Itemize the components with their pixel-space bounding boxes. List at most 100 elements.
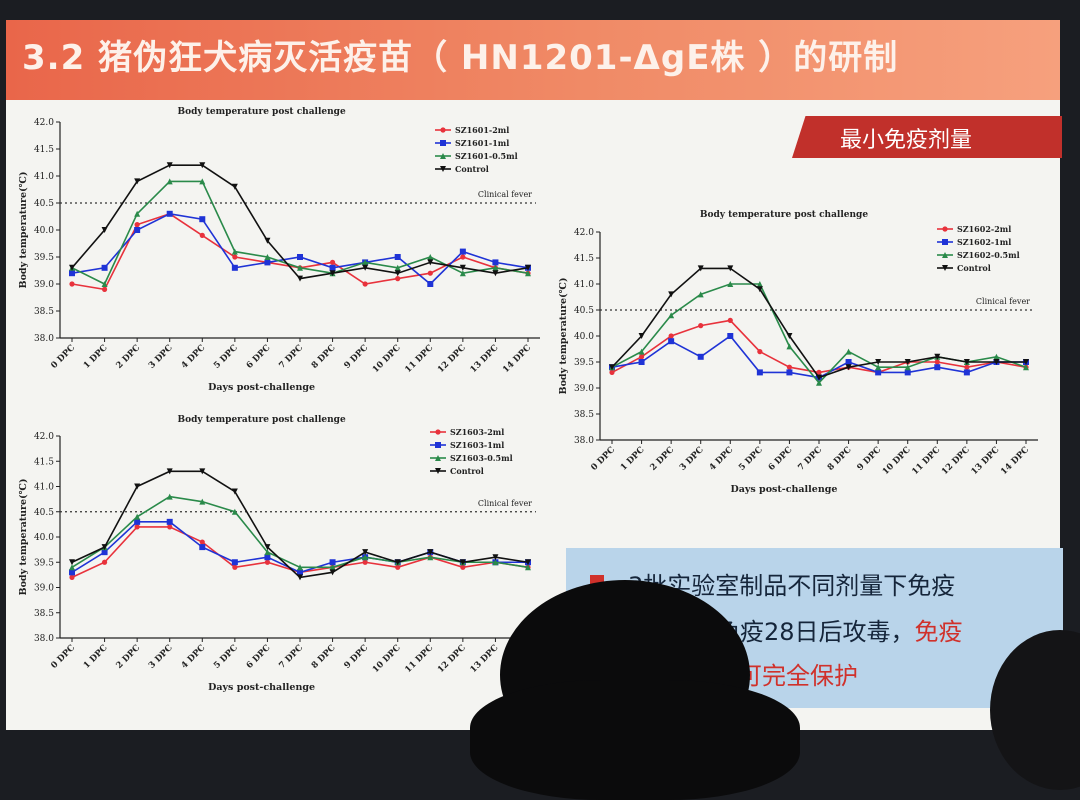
section-tag-label: 最小免疫剂量 bbox=[840, 128, 973, 153]
data-point-green bbox=[231, 248, 238, 255]
clinical-fever-label: Clinical fever bbox=[478, 190, 532, 199]
x-tick-label: 2 DPC bbox=[114, 343, 142, 371]
x-tick-label: 3 DPC bbox=[678, 445, 706, 473]
data-point-green bbox=[69, 564, 75, 571]
conclusion-line-2b: 免疫 bbox=[914, 618, 963, 646]
data-point-black bbox=[427, 549, 434, 556]
data-point-black bbox=[845, 364, 852, 371]
data-point-blue bbox=[69, 270, 75, 277]
y-axis-label: Body temperature(℃) bbox=[18, 172, 29, 289]
slide: 3.2 猪伪狂犬病灭活疫苗（ HN1201-ΔgE株 ）的研制 最小免疫剂量 B… bbox=[6, 20, 1080, 800]
data-point-black bbox=[166, 162, 173, 169]
data-point-black bbox=[69, 264, 75, 271]
x-tick-label: 11 DPC bbox=[403, 643, 435, 675]
data-point-blue bbox=[101, 264, 108, 271]
data-point-black bbox=[816, 374, 822, 381]
x-tick-label: 13 DPC bbox=[468, 643, 500, 675]
data-point-black bbox=[329, 569, 336, 576]
data-point-black bbox=[727, 265, 734, 272]
legend-marker bbox=[942, 252, 948, 258]
y-tick-label: 41.0 bbox=[34, 172, 54, 182]
data-point-green bbox=[329, 564, 336, 571]
data-point-black bbox=[609, 364, 615, 371]
data-point-green bbox=[727, 281, 734, 287]
data-point-blue bbox=[963, 369, 970, 376]
chart-title: Body temperature post challenge bbox=[177, 107, 345, 117]
data-point-blue bbox=[264, 554, 271, 561]
data-point-green bbox=[1023, 364, 1029, 371]
data-point-black bbox=[264, 544, 271, 551]
data-point-red bbox=[964, 364, 970, 370]
data-point-green bbox=[264, 549, 271, 556]
data-point-red bbox=[786, 364, 793, 370]
y-tick-label: 38.0 bbox=[34, 334, 54, 344]
legend-marker bbox=[942, 226, 948, 232]
legend-label: Control bbox=[450, 466, 484, 476]
y-tick-label: 38.5 bbox=[34, 307, 54, 317]
data-point-blue bbox=[459, 248, 466, 255]
y-tick-label: 42.0 bbox=[34, 118, 54, 128]
data-point-red bbox=[460, 254, 466, 260]
x-tick-label: 10 DPC bbox=[881, 445, 913, 477]
clinical-fever-label: Clinical fever bbox=[478, 499, 532, 508]
legend-marker bbox=[440, 140, 446, 146]
data-point-blue bbox=[427, 281, 434, 287]
data-point-red bbox=[934, 359, 940, 365]
data-point-green bbox=[231, 508, 238, 515]
data-point-red bbox=[668, 333, 674, 339]
x-tick-label: 9 DPC bbox=[342, 643, 370, 671]
legend-marker bbox=[435, 442, 441, 448]
data-point-black bbox=[69, 559, 75, 566]
x-tick-label: 3 DPC bbox=[147, 343, 175, 371]
data-point-green bbox=[668, 312, 675, 319]
chart-title: Body temperature post challenge bbox=[177, 415, 345, 425]
x-tick-label: 14 DPC bbox=[501, 343, 533, 375]
data-point-black bbox=[134, 483, 141, 490]
y-tick-label: 41.5 bbox=[34, 145, 54, 155]
data-point-green bbox=[362, 259, 369, 266]
audience-shoulders-silhouette bbox=[470, 680, 800, 800]
data-point-blue bbox=[492, 259, 499, 266]
x-tick-label: 4 DPC bbox=[708, 445, 736, 473]
x-tick-label: 1 DPC bbox=[82, 643, 110, 671]
data-point-red bbox=[395, 564, 401, 570]
data-point-blue bbox=[264, 259, 271, 266]
x-tick-label: 12 DPC bbox=[436, 643, 468, 675]
x-tick-label: 5 DPC bbox=[212, 643, 240, 671]
data-point-green bbox=[697, 291, 704, 298]
legend-label: SZ1603-2ml bbox=[450, 427, 504, 437]
y-tick-label: 41.0 bbox=[574, 280, 594, 290]
data-point-red bbox=[134, 222, 140, 228]
series-line-red bbox=[611, 319, 1027, 374]
x-axis-label: Days post-challenge bbox=[208, 682, 315, 693]
data-point-black bbox=[875, 359, 882, 365]
data-point-black bbox=[1023, 359, 1029, 365]
data-point-red bbox=[167, 524, 173, 530]
data-point-green bbox=[166, 493, 173, 500]
data-point-blue bbox=[786, 369, 793, 376]
data-point-green bbox=[199, 498, 206, 505]
data-point-red bbox=[264, 559, 271, 565]
data-point-black bbox=[993, 359, 1000, 365]
x-tick-label: 6 DPC bbox=[245, 343, 273, 371]
data-point-green bbox=[638, 348, 645, 355]
data-point-red bbox=[460, 564, 466, 570]
title-banner bbox=[6, 20, 1060, 100]
legend-label: SZ1601-2ml bbox=[455, 125, 509, 135]
y-tick-label: 41.0 bbox=[34, 483, 54, 493]
data-point-black bbox=[134, 178, 141, 185]
data-point-black bbox=[231, 183, 238, 190]
data-point-black bbox=[199, 468, 206, 475]
data-point-green bbox=[362, 554, 369, 561]
data-point-red bbox=[232, 254, 238, 260]
data-point-red bbox=[638, 354, 645, 360]
x-tick-label: 10 DPC bbox=[371, 643, 403, 675]
data-point-red bbox=[727, 317, 733, 323]
y-tick-label: 38.0 bbox=[34, 634, 54, 644]
x-tick-label: 8 DPC bbox=[826, 445, 854, 473]
data-point-red bbox=[427, 270, 433, 276]
x-tick-label: 10 DPC bbox=[371, 343, 403, 375]
data-point-black bbox=[459, 559, 466, 566]
x-tick-label: 4 DPC bbox=[180, 343, 208, 371]
chart-sz1602: Body temperature post challenge 38.0 38.5 3… bbox=[558, 210, 1038, 495]
